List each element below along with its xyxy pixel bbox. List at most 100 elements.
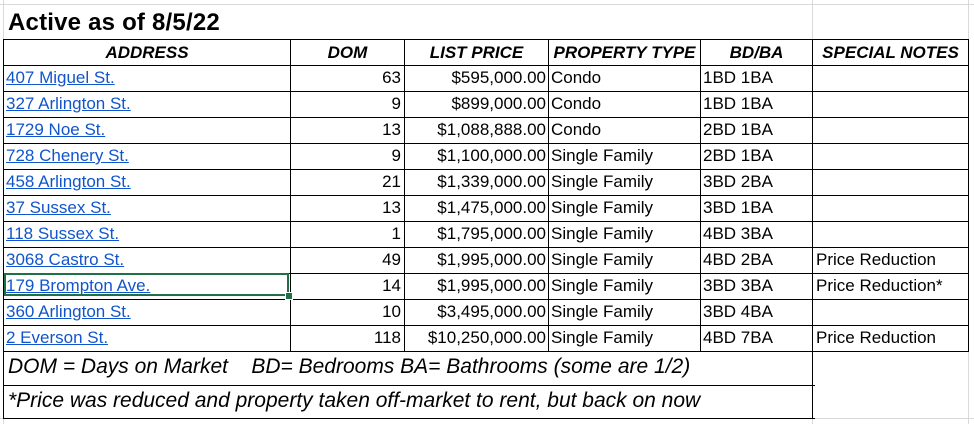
dom-cell[interactable]: 118 (373, 328, 401, 347)
type-cell[interactable]: Condo (551, 94, 602, 113)
type-cell[interactable]: Single Family (551, 198, 654, 217)
type-cell[interactable]: Single Family (551, 146, 654, 165)
header-address[interactable]: ADDRESS (105, 43, 189, 62)
legend-bdba: BD= Bedrooms BA= Bathrooms (some are 1/2… (251, 355, 691, 378)
type-cell[interactable]: Single Family (551, 224, 654, 243)
table-border (3, 39, 969, 40)
address-link[interactable]: 327 Arlington St. (6, 94, 131, 113)
header-list-price[interactable]: LIST PRICE (429, 43, 524, 62)
bdba-cell[interactable]: 2BD 1BA (703, 120, 773, 139)
price-cell[interactable]: $3,495,000.00 (437, 302, 546, 321)
table-border (404, 39, 405, 352)
address-link[interactable]: 37 Sussex St. (6, 198, 111, 217)
notes-cell[interactable] (816, 299, 967, 325)
address-link[interactable]: 118 Sussex St. (6, 224, 120, 243)
table-border (3, 65, 969, 66)
header-special-notes[interactable]: SPECIAL NOTES (822, 43, 959, 62)
table-border (548, 39, 549, 352)
header-property-type[interactable]: PROPERTY TYPE (553, 43, 696, 62)
table-border (3, 195, 969, 196)
type-cell[interactable]: Condo (551, 120, 602, 139)
header-dom[interactable]: DOM (327, 43, 368, 62)
type-cell[interactable]: Single Family (551, 276, 654, 295)
price-cell[interactable]: $1,100,000.00 (437, 146, 546, 165)
legend-dom: DOM = Days on Market (8, 355, 228, 378)
notes-cell[interactable]: Price Reduction (816, 328, 937, 347)
price-cell[interactable]: $1,995,000.00 (437, 276, 546, 295)
type-cell[interactable]: Condo (551, 68, 602, 87)
price-cell[interactable]: $1,475,000.00 (437, 198, 546, 217)
fill-handle[interactable] (285, 292, 293, 300)
table-border (3, 247, 969, 248)
table-border (968, 39, 969, 352)
active-cell-selection[interactable] (4, 273, 289, 296)
table-border (3, 117, 969, 118)
bdba-cell[interactable]: 1BD 1BA (703, 68, 773, 87)
address-link[interactable]: 407 Miguel St. (6, 68, 115, 87)
legend-row: DOM = Days on Market BD= Bedrooms BA= Ba… (8, 355, 690, 379)
price-cell[interactable]: $1,088,888.00 (437, 120, 546, 139)
bdba-cell[interactable]: 1BD 1BA (703, 94, 773, 113)
address-link[interactable]: 2 Everson St. (6, 328, 109, 347)
sheet-title: Active as of 8/5/22 (8, 9, 220, 36)
price-cell[interactable]: $899,000.00 (451, 94, 546, 113)
header-bd-ba[interactable]: BD/BA (729, 43, 784, 62)
table-border (700, 39, 701, 352)
table-border (3, 169, 969, 170)
bdba-cell[interactable]: 3BD 1BA (703, 198, 773, 217)
bdba-cell[interactable]: 3BD 3BA (703, 276, 773, 295)
dom-cell[interactable]: 10 (382, 302, 401, 321)
address-link[interactable]: 458 Arlington St. (6, 172, 131, 191)
table-border (3, 221, 969, 222)
notes-cell[interactable]: Price Reduction (816, 250, 937, 269)
table-border (3, 299, 969, 300)
bdba-cell[interactable]: 4BD 7BA (703, 328, 773, 347)
type-cell[interactable]: Single Family (551, 328, 654, 347)
bdba-cell[interactable]: 3BD 2BA (703, 172, 773, 191)
price-cell[interactable]: $1,995,000.00 (437, 250, 546, 269)
price-footnote: *Price was reduced and property taken of… (8, 389, 701, 412)
price-cell[interactable]: $1,339,000.00 (437, 172, 546, 191)
price-cell[interactable]: $10,250,000.00 (427, 328, 546, 347)
table-border (3, 273, 969, 274)
dom-cell[interactable]: 49 (382, 250, 401, 269)
dom-cell[interactable]: 13 (382, 198, 401, 217)
table-border (3, 418, 815, 419)
bdba-cell[interactable]: 2BD 1BA (703, 146, 773, 165)
bdba-cell[interactable]: 4BD 3BA (703, 224, 773, 243)
table-border (812, 39, 813, 419)
address-link[interactable]: 1729 Noe St. (6, 120, 106, 139)
dom-cell[interactable]: 14 (382, 276, 401, 295)
gridline (0, 4, 974, 5)
bdba-cell[interactable]: 3BD 4BA (703, 302, 773, 321)
notes-cell[interactable]: Price Reduction* (816, 276, 943, 295)
table-border (3, 351, 969, 352)
notes-cell[interactable] (816, 143, 967, 169)
dom-cell[interactable]: 1 (391, 224, 401, 243)
type-cell[interactable]: Single Family (551, 172, 654, 191)
table-border (3, 325, 969, 326)
dom-cell[interactable]: 9 (391, 94, 401, 113)
price-cell[interactable]: $1,795,000.00 (437, 224, 546, 243)
table-border (3, 91, 969, 92)
dom-cell[interactable]: 21 (382, 172, 401, 191)
address-link[interactable]: 360 Arlington St. (6, 302, 131, 321)
dom-cell[interactable]: 13 (382, 120, 401, 139)
notes-cell[interactable] (816, 91, 967, 117)
table-border (290, 39, 291, 352)
notes-cell[interactable] (816, 65, 967, 91)
table-border (3, 39, 4, 419)
notes-cell[interactable] (816, 117, 967, 143)
address-link[interactable]: 728 Chenery St. (6, 146, 129, 165)
dom-cell[interactable]: 9 (391, 146, 401, 165)
dom-cell[interactable]: 63 (382, 68, 401, 87)
address-link[interactable]: 179 Brompton Ave. (6, 276, 151, 295)
notes-cell[interactable] (816, 221, 967, 247)
type-cell[interactable]: Single Family (551, 302, 654, 321)
bdba-cell[interactable]: 4BD 2BA (703, 250, 773, 269)
notes-cell[interactable] (816, 195, 967, 221)
type-cell[interactable]: Single Family (551, 250, 654, 269)
notes-cell[interactable] (816, 169, 967, 195)
address-link[interactable]: 3068 Castro St. (6, 250, 125, 269)
price-cell[interactable]: $595,000.00 (451, 68, 546, 87)
